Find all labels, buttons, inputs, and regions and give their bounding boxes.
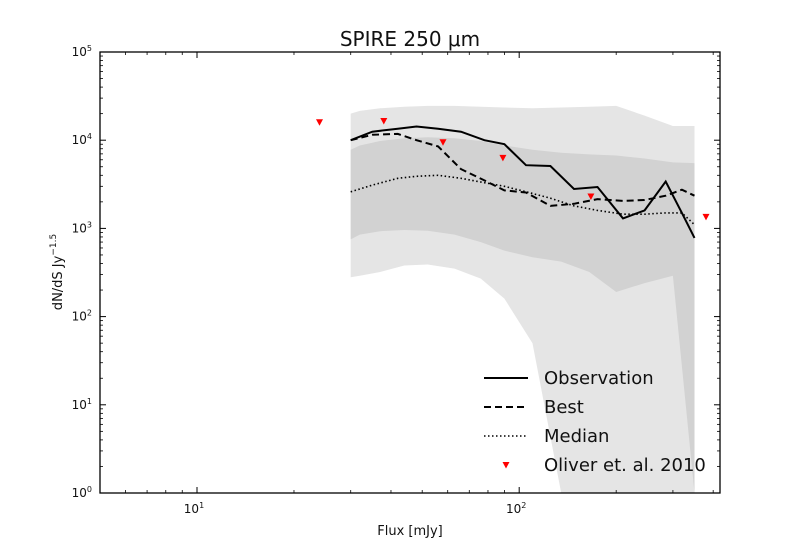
markers-layer: [316, 118, 710, 221]
bands-layer: [350, 105, 695, 493]
legend-label-observation: Observation: [544, 368, 654, 389]
x-axis-label: Flux [mJy]: [377, 524, 443, 539]
legend: Observation Best Median Oliver et. al. 2010: [484, 368, 706, 476]
y-axis-label-text: dN/dS Jy: [51, 255, 66, 310]
plot-frame: [99, 51, 721, 494]
oliver-marker: [702, 213, 710, 221]
y-tick-label: 102: [72, 309, 92, 324]
ticks-layer: 101 102 100 101 102 103 104 105: [72, 44, 720, 516]
series-line-observation: [350, 125, 696, 239]
y-tick-label: 101: [72, 397, 92, 412]
oliver-marker: [499, 154, 507, 162]
legend-label-oliver: Oliver et. al. 2010: [544, 455, 706, 476]
y-tick-label: 100: [72, 485, 92, 500]
oliver-marker: [587, 193, 595, 200]
y-tick-label: 104: [72, 132, 92, 147]
plot-content: [316, 105, 710, 493]
uncertainty-band-2: [350, 137, 695, 493]
y-axis-label-exponent: −1.5: [49, 234, 59, 256]
series-layer: [350, 125, 696, 239]
oliver-marker: [439, 139, 447, 146]
legend-label-median: Median: [544, 426, 609, 447]
legend-swatch-oliver: [502, 462, 510, 469]
y-tick-label: 103: [72, 220, 92, 235]
y-axis-label: dN/dS Jy−1.5: [49, 234, 66, 310]
series-line-best: [350, 132, 695, 207]
x-tick-label: 102: [506, 501, 526, 516]
oliver-marker: [380, 118, 388, 125]
oliver-marker: [316, 119, 323, 126]
y-tick-label: 105: [72, 44, 92, 59]
legend-label-best: Best: [544, 397, 584, 418]
chart-title: SPIRE 250 μm: [340, 27, 480, 51]
x-tick-label: 101: [184, 501, 204, 516]
